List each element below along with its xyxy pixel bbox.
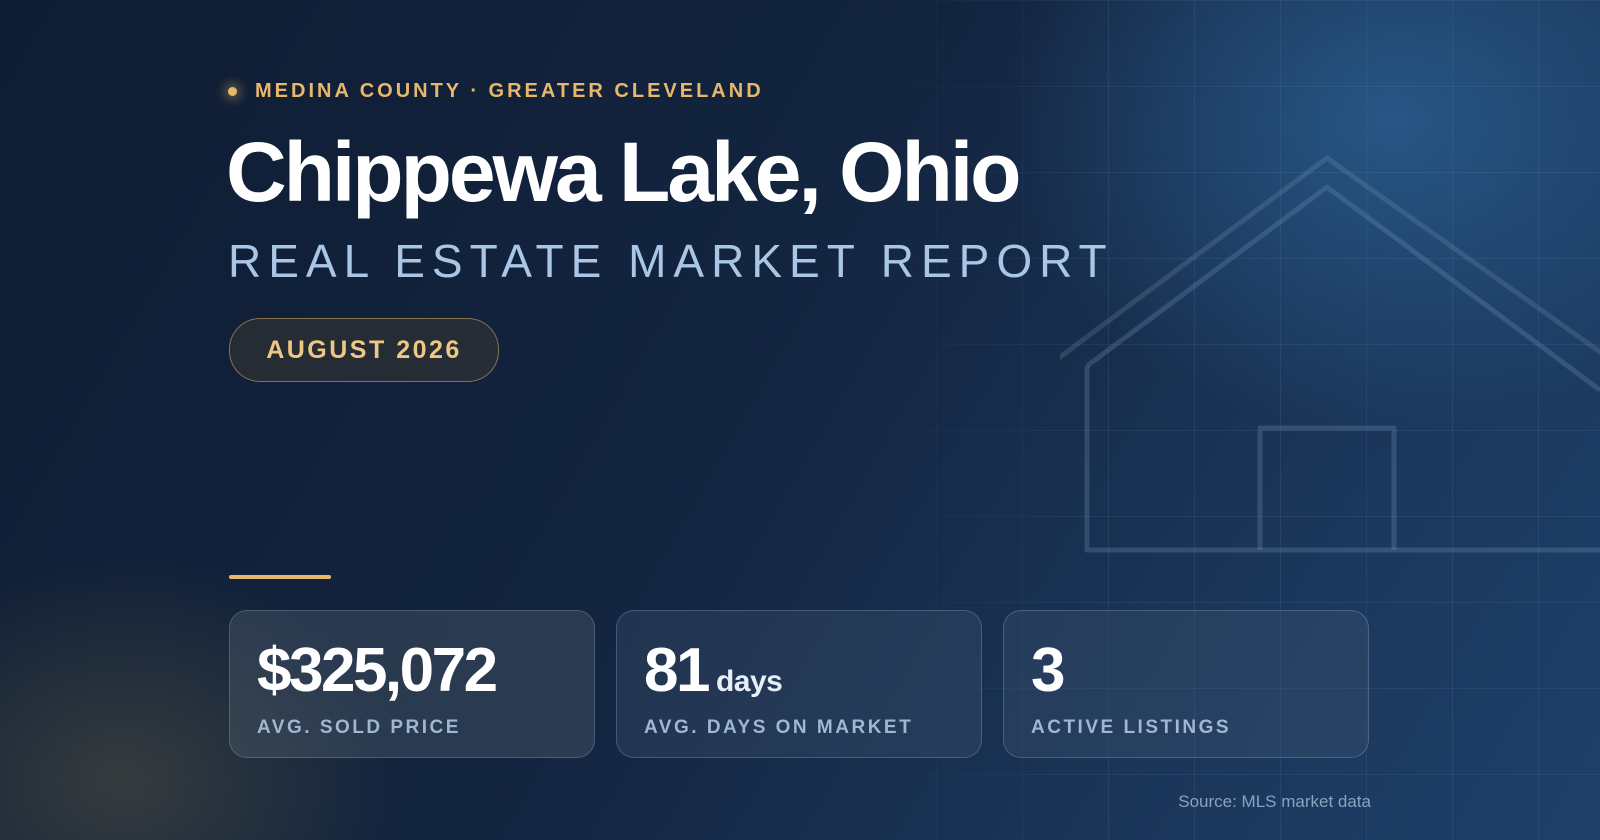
report-date-badge: AUGUST 2026 (229, 318, 499, 382)
stat-value: 3 (1031, 635, 1368, 705)
stat-label: AVG. SOLD PRICE (257, 717, 461, 738)
stat-number: 81 (644, 636, 710, 705)
page-title: Chippewa Lake, Ohio (226, 125, 1021, 219)
dot-icon (228, 87, 237, 96)
stat-card-active-listings: 3 ACTIVE LISTINGS (1003, 610, 1369, 758)
house-outline-icon (1060, 155, 1600, 553)
stat-card-avg-days-on-market: 81 days AVG. DAYS ON MARKET (616, 610, 982, 758)
stat-label: AVG. DAYS ON MARKET (644, 717, 914, 738)
stat-number: $325,072 (257, 636, 498, 705)
stat-number: 3 (1031, 636, 1065, 705)
region-label: MEDINA COUNTY · GREATER CLEVELAND (255, 80, 764, 102)
stat-unit: days (715, 665, 783, 698)
background-grid (850, 0, 1600, 840)
region-eyebrow: MEDINA COUNTY · GREATER CLEVELAND (228, 80, 764, 103)
data-source-note: Source: MLS market data (1178, 792, 1371, 811)
stat-label: ACTIVE LISTINGS (1031, 717, 1232, 738)
report-subtitle: REAL ESTATE MARKET REPORT (228, 235, 1114, 287)
stat-card-avg-sold-price: $325,072 AVG. SOLD PRICE (229, 610, 595, 758)
stat-value: $325,072 (257, 635, 594, 705)
stat-value: 81 days (644, 635, 981, 705)
accent-divider (229, 575, 331, 579)
